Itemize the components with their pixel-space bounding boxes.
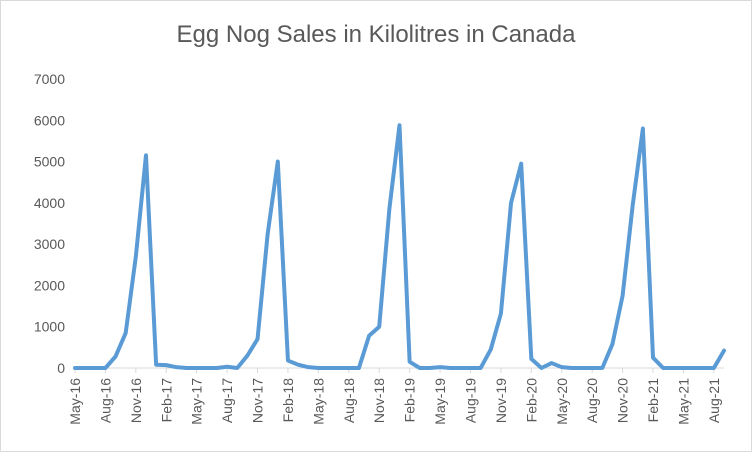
data-point (245, 354, 249, 358)
data-point (570, 366, 574, 370)
x-tick-label: Feb-17 (158, 378, 174, 423)
x-tick-label: May-17 (189, 378, 205, 425)
data-point (671, 366, 675, 370)
data-point (479, 366, 483, 370)
data-point (103, 366, 107, 370)
data-point (357, 366, 361, 370)
y-tick-label: 2000 (34, 277, 65, 293)
x-tick-label: Aug-21 (706, 378, 722, 423)
data-point (296, 363, 300, 367)
chart-title: Egg Nog Sales in Kilolitres in Canada (176, 21, 576, 48)
data-point (438, 365, 442, 369)
data-point (702, 366, 706, 370)
data-point (509, 201, 513, 205)
x-tick-label: Aug-16 (97, 378, 113, 423)
data-point (124, 331, 128, 335)
x-tick-label: Aug-18 (341, 378, 357, 423)
x-tick-label: May-16 (67, 378, 83, 425)
data-point (154, 363, 158, 367)
series-line (73, 123, 726, 370)
data-point (468, 366, 472, 370)
data-point (458, 366, 462, 370)
data-point (560, 365, 564, 369)
data-point (387, 207, 391, 211)
data-point (489, 347, 493, 351)
data-point (215, 366, 219, 370)
y-tick-label: 3000 (34, 236, 65, 252)
data-point (661, 366, 665, 370)
data-point (83, 366, 87, 370)
data-point (256, 337, 260, 341)
data-point (448, 366, 452, 370)
data-point (276, 160, 280, 164)
data-point (580, 366, 584, 370)
data-point (164, 363, 168, 367)
data-point (529, 357, 533, 361)
data-point (347, 366, 351, 370)
x-tick-label: May-18 (310, 378, 326, 425)
data-point (316, 366, 320, 370)
data-point (600, 366, 604, 370)
data-point (539, 366, 543, 370)
data-point (286, 359, 290, 363)
x-tick-label: May-20 (554, 378, 570, 425)
data-point (651, 356, 655, 360)
data-point (641, 127, 645, 131)
data-point (195, 366, 199, 370)
data-point (722, 349, 726, 353)
data-point (235, 366, 239, 370)
data-point (631, 203, 635, 207)
data-point (205, 366, 209, 370)
x-tick-label: Nov-19 (493, 378, 509, 423)
x-tick-label: Nov-16 (128, 378, 144, 423)
data-point (681, 366, 685, 370)
data-point (377, 325, 381, 329)
x-tick-label: Feb-21 (645, 378, 661, 423)
data-point (398, 123, 402, 127)
data-point (550, 361, 554, 365)
x-tick-label: Feb-20 (523, 378, 539, 423)
data-point (93, 366, 97, 370)
data-point (367, 334, 371, 338)
data-point (73, 366, 77, 370)
data-point (408, 360, 412, 364)
data-point (225, 365, 229, 369)
x-tick-label: Aug-20 (584, 378, 600, 423)
x-tick-label: May-19 (432, 378, 448, 425)
x-tick-label: Aug-17 (219, 378, 235, 423)
data-point (185, 366, 189, 370)
y-tick-label: 6000 (34, 112, 65, 128)
data-point (499, 312, 503, 316)
x-tick-label: May-21 (675, 378, 691, 425)
data-point (692, 366, 696, 370)
x-tick-label: Feb-18 (280, 378, 296, 423)
data-point (327, 366, 331, 370)
data-point (266, 232, 270, 236)
data-point (114, 354, 118, 358)
x-tick-label: Feb-19 (402, 378, 418, 423)
y-tick-label: 1000 (34, 319, 65, 335)
data-point (428, 366, 432, 370)
x-tick-label: Nov-20 (615, 378, 631, 423)
x-tick-label: Aug-19 (462, 378, 478, 423)
data-point (337, 366, 341, 370)
x-tick-label: Nov-18 (371, 378, 387, 423)
data-point (306, 365, 310, 369)
y-tick-label: 5000 (34, 154, 65, 170)
y-tick-label: 0 (57, 360, 65, 376)
data-point (590, 366, 594, 370)
y-tick-label: 4000 (34, 195, 65, 211)
data-point (144, 153, 148, 157)
data-point (174, 365, 178, 369)
x-tick-label: Nov-17 (250, 378, 266, 423)
data-point (418, 366, 422, 370)
data-point (519, 162, 523, 166)
data-point (134, 255, 138, 259)
data-point (610, 342, 614, 346)
data-point (712, 366, 716, 370)
y-tick-label: 7000 (34, 71, 65, 87)
data-point (621, 294, 625, 298)
